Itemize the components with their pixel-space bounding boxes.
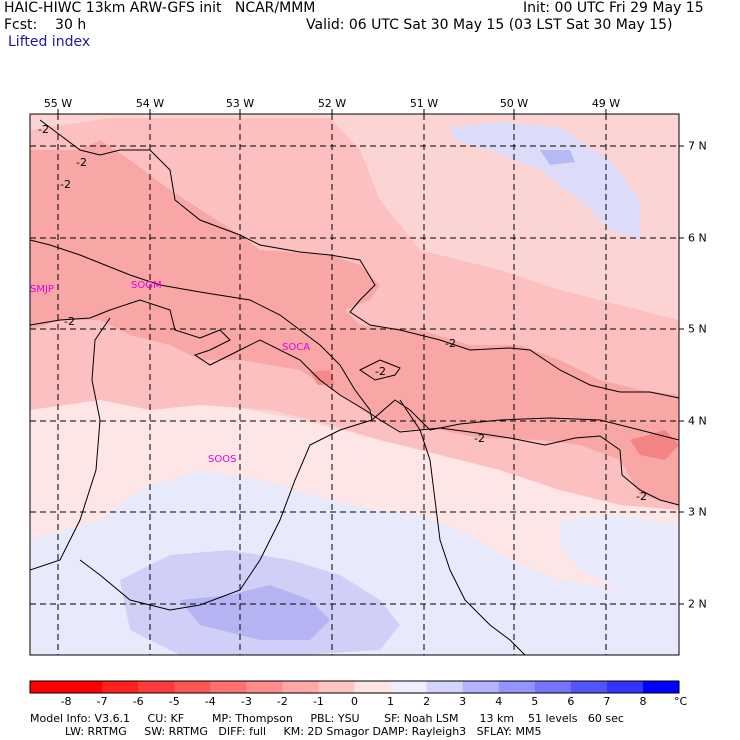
colorbar-tick-label: -2 <box>277 695 288 708</box>
border-guyana-surinam <box>30 317 111 571</box>
contour-label: -2 <box>375 365 386 378</box>
colorbar-tick-label: 6 <box>567 695 574 708</box>
lon-label-51w: 51 W <box>409 97 439 110</box>
colorbar-tick-label: -1 <box>313 695 324 708</box>
colorbar-tick-label: -8 <box>61 695 72 708</box>
colorbar-tick-label: 0 <box>351 695 358 708</box>
model-title: HAIC-HIWC 13km ARW-GFS init NCAR/MMM <box>4 0 316 16</box>
field-title: Lifted index <box>8 34 91 50</box>
borders <box>30 239 679 655</box>
colorbar-swatch <box>66 681 103 693</box>
contour-label: -2 <box>38 123 49 136</box>
colorbar-swatch <box>30 681 67 693</box>
colorbar-swatch <box>606 681 644 693</box>
coastline <box>30 239 373 421</box>
colorbar-tick-label: 5 <box>531 695 538 708</box>
contour-label: -2 <box>636 490 647 503</box>
field-light-blue-ne <box>450 122 640 240</box>
colorbar-swatch <box>102 681 139 693</box>
station-label-soos: SOOS <box>208 454 236 465</box>
contours <box>30 119 679 506</box>
colorbar-unit: °C <box>674 695 688 708</box>
contour-label: -2 <box>76 156 87 169</box>
colorbar-swatch <box>534 681 572 693</box>
contour-line-closed <box>359 359 401 381</box>
contour-label: -2 <box>445 337 456 350</box>
contour-labels: -2 -2 -2 -2 -2 -2 -2 -2 <box>38 123 647 503</box>
contour-line-north <box>39 119 679 399</box>
lat-label-2n: 2 N <box>688 597 707 611</box>
field-medium-red-band <box>30 140 679 505</box>
lon-label-53w: 53 W <box>225 97 255 110</box>
colorbar-swatch <box>462 681 500 693</box>
lon-label-49w: 49 W <box>591 97 621 110</box>
field-light-blue-east <box>560 515 679 600</box>
colorbar-swatch <box>354 681 392 693</box>
contour-line-south <box>30 299 679 506</box>
lat-label-3n: 3 N <box>688 505 707 519</box>
lat-label-4n: 4 N <box>688 414 707 428</box>
colorbar-tick-label: 3 <box>459 695 466 708</box>
contour-label: -2 <box>60 178 71 191</box>
lon-ticks <box>57 109 607 114</box>
lat-label-5n: 5 N <box>688 322 707 336</box>
field-strong-red-patch <box>630 430 679 460</box>
border-french-guiana <box>399 399 526 655</box>
colorbar-tick-label: -4 <box>205 695 216 708</box>
lon-label-55w: 55 W <box>43 97 73 110</box>
coastline-east <box>371 399 679 441</box>
border-surinam-brazil <box>79 419 373 611</box>
colorbar-tick-label: -5 <box>169 695 180 708</box>
colorbar: -8 -7 -6 -5 -4 -3 -2 -1 0 1 2 3 4 5 6 7 8 <box>29 680 680 708</box>
colorbar-tick-label: -3 <box>241 695 252 708</box>
plot-frame <box>29 113 680 656</box>
colorbar-swatch <box>282 681 319 693</box>
station-labels: SMJP SOGM SOCA SOOS <box>30 280 310 465</box>
model-info-line2: LW: RRTMG SW: RRTMG DIFF: full KM: 2D Sm… <box>30 725 542 738</box>
field-strong-red-patch <box>310 370 335 385</box>
colorbar-tick-label: -6 <box>133 695 144 708</box>
colorbar-tick-label: 8 <box>639 695 646 708</box>
colorbar-swatch <box>642 681 680 693</box>
colorbar-tick-label: 7 <box>603 695 610 708</box>
contour-label: -2 <box>64 315 75 328</box>
lat-label-7n: 7 N <box>688 139 707 153</box>
colorbar-tick-label: 4 <box>495 695 502 708</box>
lon-label-50w: 50 W <box>499 97 529 110</box>
colorbar-swatch <box>318 681 355 693</box>
station-label-soca: SOCA <box>282 342 310 353</box>
forecast-hour: Fcst: 30 h <box>4 17 87 33</box>
colorbar-frame <box>29 680 680 694</box>
lon-label-52w: 52 W <box>317 97 347 110</box>
model-info-line1: Model Info: V3.6.1 CU: KF MP: Thompson P… <box>30 712 624 725</box>
colorbar-swatch <box>570 681 608 693</box>
field-mid-blue-ne <box>540 150 575 165</box>
station-label-smjp: SMJP <box>30 284 54 295</box>
colorbar-tick-label: -7 <box>97 695 108 708</box>
colorbar-swatch <box>138 681 175 693</box>
colorbar-swatch <box>498 681 536 693</box>
lat-label-6n: 6 N <box>688 231 707 245</box>
colorbar-swatch <box>174 681 211 693</box>
colorbar-tick-label: 1 <box>387 695 394 708</box>
init-time: Init: 00 UTC Fri 29 May 15 <box>523 0 704 16</box>
valid-time: Valid: 06 UTC Sat 30 May 15 (03 LST Sat … <box>306 17 673 33</box>
lat-ticks <box>679 145 684 605</box>
shaded-field <box>30 114 679 655</box>
graticule <box>30 114 679 655</box>
lon-label-54w: 54 W <box>135 97 165 110</box>
colorbar-swatch <box>426 681 464 693</box>
contour-label: -2 <box>474 432 485 445</box>
station-label-sogm: SOGM <box>131 280 162 291</box>
colorbar-tick-label: 2 <box>423 695 430 708</box>
colorbar-swatch <box>246 681 283 693</box>
colorbar-swatch <box>210 681 247 693</box>
colorbar-swatch <box>390 681 428 693</box>
